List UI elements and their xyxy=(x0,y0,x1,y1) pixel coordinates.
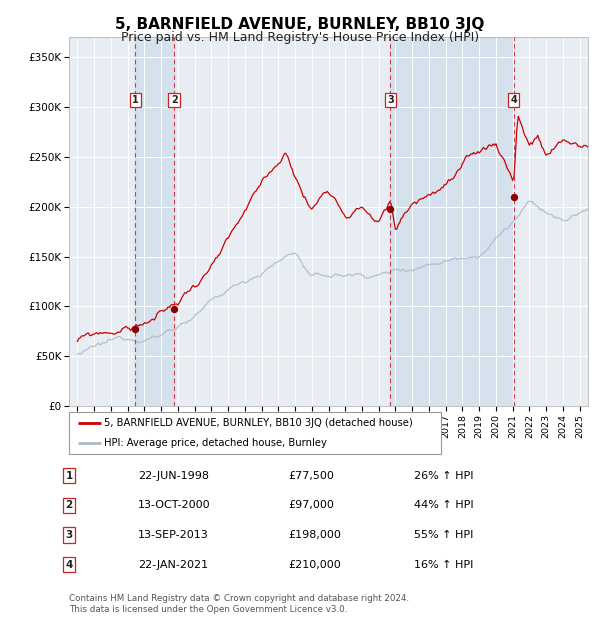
Text: 4: 4 xyxy=(510,95,517,105)
Text: £97,000: £97,000 xyxy=(288,500,334,510)
FancyBboxPatch shape xyxy=(69,412,441,454)
Text: 1: 1 xyxy=(132,95,139,105)
Point xyxy=(386,204,395,214)
Text: 2: 2 xyxy=(65,500,73,510)
Text: Contains HM Land Registry data © Crown copyright and database right 2024.
This d: Contains HM Land Registry data © Crown c… xyxy=(69,595,409,614)
Text: £198,000: £198,000 xyxy=(288,530,341,540)
Text: 5, BARNFIELD AVENUE, BURNLEY, BB10 3JQ (detached house): 5, BARNFIELD AVENUE, BURNLEY, BB10 3JQ (… xyxy=(104,418,413,428)
Bar xyxy=(136,37,174,406)
Point xyxy=(509,192,518,202)
Point xyxy=(131,324,140,334)
Text: 5, BARNFIELD AVENUE, BURNLEY, BB10 3JQ: 5, BARNFIELD AVENUE, BURNLEY, BB10 3JQ xyxy=(115,17,485,32)
Text: 13-OCT-2000: 13-OCT-2000 xyxy=(138,500,211,510)
Text: £77,500: £77,500 xyxy=(288,471,334,480)
Text: 26% ↑ HPI: 26% ↑ HPI xyxy=(414,471,473,480)
Text: HPI: Average price, detached house, Burnley: HPI: Average price, detached house, Burn… xyxy=(104,438,327,448)
Point xyxy=(169,304,179,314)
Text: 3: 3 xyxy=(387,95,394,105)
Text: 22-JUN-1998: 22-JUN-1998 xyxy=(138,471,209,480)
Text: 3: 3 xyxy=(65,530,73,540)
Text: 22-JAN-2021: 22-JAN-2021 xyxy=(138,560,208,570)
Text: 16% ↑ HPI: 16% ↑ HPI xyxy=(414,560,473,570)
Text: 44% ↑ HPI: 44% ↑ HPI xyxy=(414,500,473,510)
Text: 1: 1 xyxy=(65,471,73,480)
Text: 4: 4 xyxy=(65,560,73,570)
Text: 13-SEP-2013: 13-SEP-2013 xyxy=(138,530,209,540)
Text: Price paid vs. HM Land Registry's House Price Index (HPI): Price paid vs. HM Land Registry's House … xyxy=(121,31,479,44)
Text: £210,000: £210,000 xyxy=(288,560,341,570)
Bar xyxy=(391,37,514,406)
Text: 55% ↑ HPI: 55% ↑ HPI xyxy=(414,530,473,540)
Text: 2: 2 xyxy=(171,95,178,105)
